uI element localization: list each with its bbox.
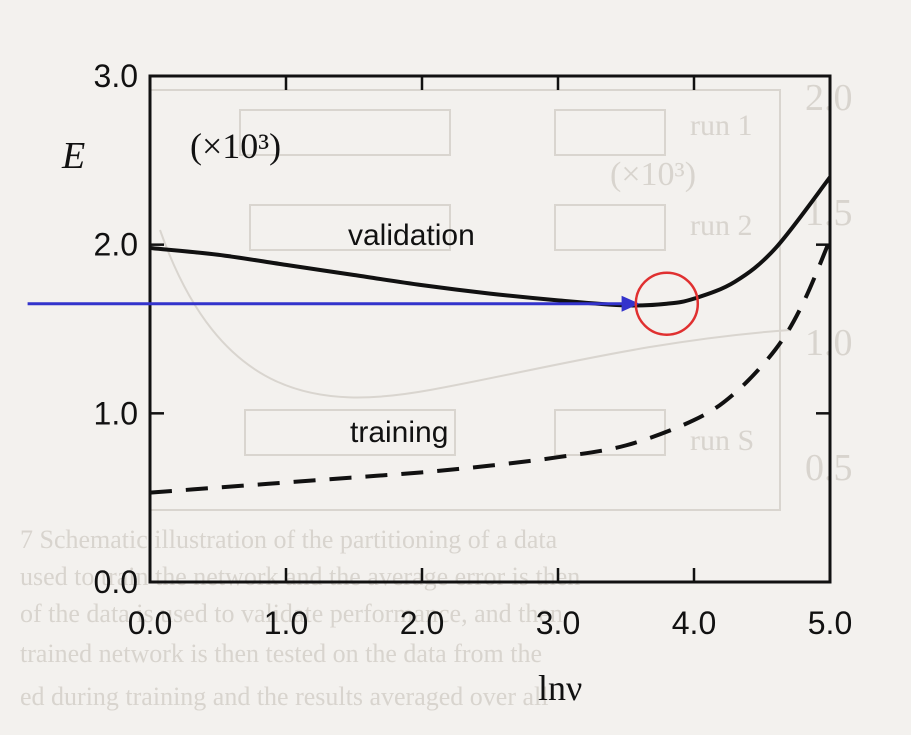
y-tick-label: 3.0 (94, 58, 138, 94)
svg-text:run S: run S (690, 424, 754, 457)
x-tick-label: 3.0 (536, 605, 580, 641)
x-tick-labels: 0.0 1.0 2.0 3.0 4.0 5.0 (128, 605, 852, 641)
x-tick-label: 0.0 (128, 605, 172, 641)
x-axis-label: lnν (538, 668, 582, 708)
series-line-validation (149, 175, 832, 308)
series-label-training: training (350, 416, 448, 449)
svg-text:run 1: run 1 (690, 109, 753, 142)
svg-text:of the data is used to validat: of the data is used to validate performa… (20, 599, 563, 628)
svg-text:7 Schematic illustration of th: 7 Schematic illustration of the partitio… (20, 525, 558, 554)
plot-frame (148, 74, 832, 584)
svg-text:used to train the network and: used to train the network and the averag… (20, 562, 580, 591)
x-tick-label: 1.0 (264, 605, 308, 641)
y-tick-labels: 0.0 1.0 2.0 3.0 (94, 58, 138, 600)
x-tick-label: 2.0 (400, 605, 444, 641)
y-multiplier-label: (×10³) (190, 126, 281, 166)
y-axis-label: E (61, 135, 85, 177)
svg-text:(×10³): (×10³) (610, 156, 696, 193)
series-layer (149, 175, 832, 495)
svg-text:run 2: run 2 (690, 209, 753, 242)
axis-ticks (148, 74, 832, 584)
y-tick-label: 2.0 (94, 227, 138, 263)
series-line-training (149, 238, 832, 495)
svg-text:ed during training and the res: ed during training and the results avera… (20, 682, 548, 711)
x-tick-label: 5.0 (808, 605, 852, 641)
series-label-validation: validation (348, 219, 475, 252)
minimum-highlight-circle (634, 271, 700, 336)
annotation-layer (27, 271, 700, 336)
background-bleed-through: run 1 run 2 run S (×10³) 2.0 1.5 1.0 0.5… (20, 77, 853, 711)
x-tick-label: 4.0 (672, 605, 716, 641)
pointer-arrow-head (621, 295, 640, 312)
svg-text:trained network is then tested: trained network is then tested on the da… (20, 639, 542, 668)
y-tick-label: 0.0 (94, 564, 138, 600)
y-tick-label: 1.0 (94, 395, 138, 431)
